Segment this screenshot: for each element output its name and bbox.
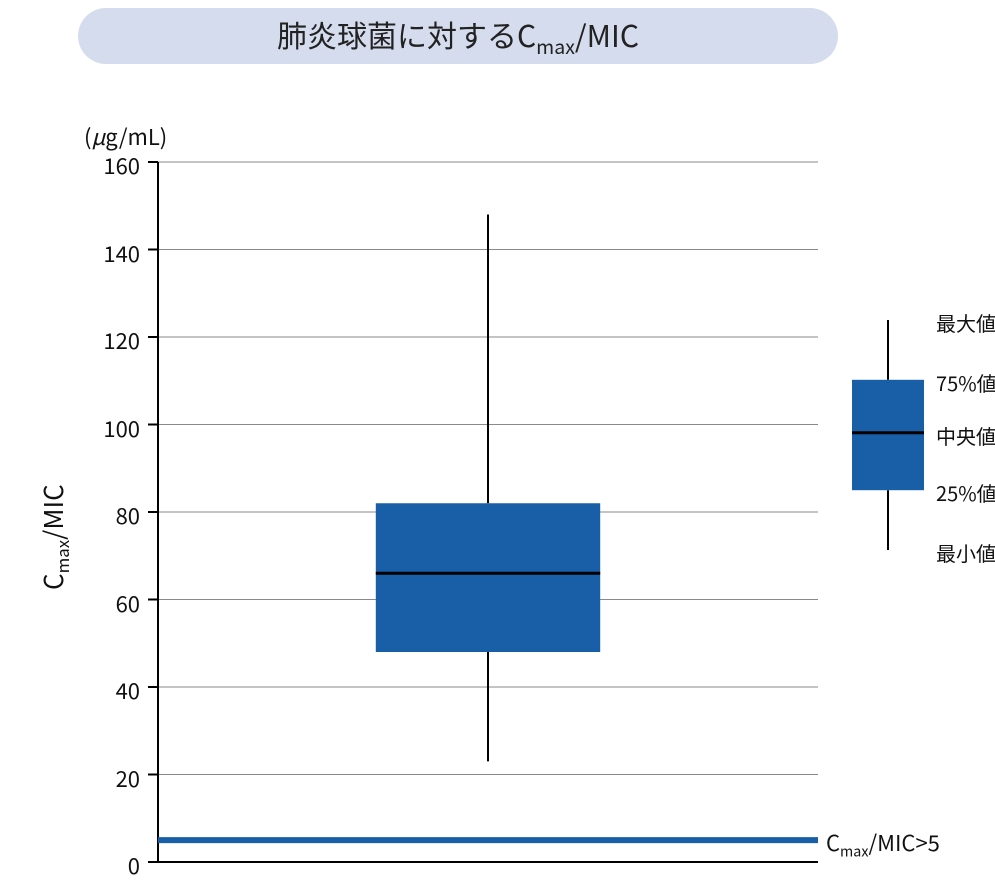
legend-label-median: 中央値	[936, 421, 995, 450]
threshold-label: Cmax/MIC>5	[826, 826, 940, 861]
threshold-prefix: C	[826, 826, 840, 858]
threshold-sub: max	[840, 841, 868, 862]
y-tick-label: 100	[88, 412, 140, 444]
y-tick-label: 40	[88, 674, 140, 706]
y-tick-label: 160	[88, 149, 140, 181]
legend-label-q1: 25%値	[936, 478, 995, 507]
y-tick-label: 120	[88, 324, 140, 356]
y-tick-label: 20	[88, 762, 140, 794]
y-tick-label: 60	[88, 587, 140, 619]
legend-label-q3: 75%値	[936, 368, 995, 397]
y-tick-label: 0	[88, 849, 140, 881]
legend-label-min: 最小値	[936, 538, 995, 567]
legend-label-max: 最大値	[936, 308, 995, 337]
y-tick-label: 80	[88, 499, 140, 531]
boxplot-chart	[0, 0, 995, 879]
threshold-suffix: /MIC>5	[868, 826, 939, 858]
y-tick-label: 140	[88, 237, 140, 269]
